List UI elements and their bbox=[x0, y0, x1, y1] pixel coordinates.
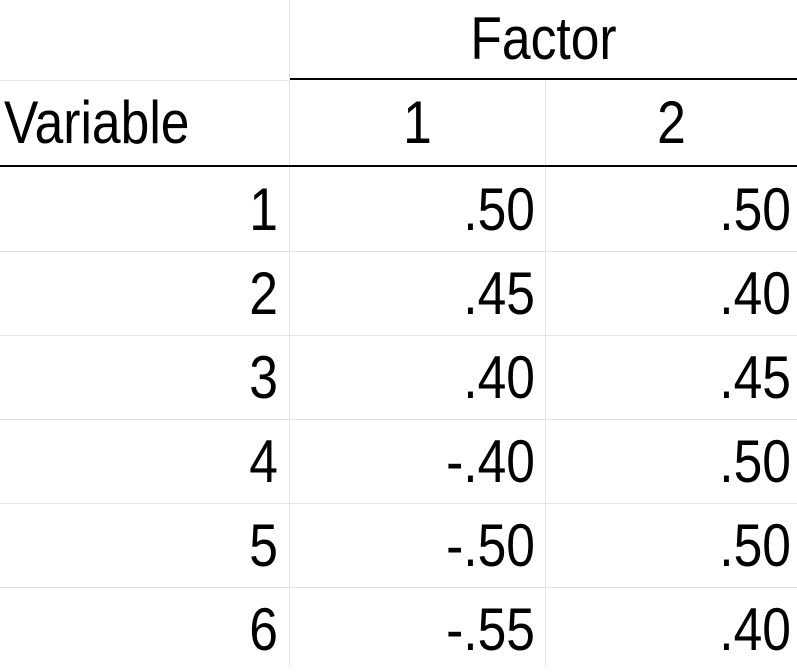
row-gridline bbox=[0, 587, 797, 588]
factor-1-loading-cell: -.50 bbox=[446, 512, 535, 579]
factor-header-rule bbox=[290, 78, 797, 80]
variable-cell: 6 bbox=[249, 596, 278, 663]
variable-cell: 2 bbox=[249, 260, 278, 327]
header-bottom-rule bbox=[0, 165, 797, 167]
variable-column-header: Variable bbox=[4, 89, 190, 156]
row-gridline bbox=[0, 335, 797, 336]
variable-cell: 4 bbox=[249, 428, 278, 495]
factor-2-loading-cell: .50 bbox=[719, 176, 791, 243]
factor-1-loading-cell: -.40 bbox=[446, 428, 535, 495]
factor-2-loading-cell: .50 bbox=[719, 428, 791, 495]
factor-2-loading-cell: .50 bbox=[719, 512, 791, 579]
factor-2-header: 2 bbox=[657, 89, 686, 156]
factor-2-loading-cell: .45 bbox=[719, 344, 791, 411]
variable-cell: 1 bbox=[249, 176, 278, 243]
factor-2-loading-cell: .40 bbox=[719, 260, 791, 327]
factor-1-loading-cell: .45 bbox=[463, 260, 535, 327]
factor-spanning-header: Factor bbox=[470, 5, 617, 72]
row-gridline bbox=[0, 251, 797, 252]
row-gridline bbox=[0, 503, 797, 504]
column-gridline bbox=[545, 80, 546, 667]
factor-2-loading-cell: .40 bbox=[719, 596, 791, 663]
factor-1-header: 1 bbox=[403, 89, 432, 156]
column-gridline bbox=[289, 0, 290, 667]
factor-1-loading-cell: .40 bbox=[463, 344, 535, 411]
row-gridline bbox=[0, 419, 797, 420]
factor-1-loading-cell: .50 bbox=[463, 176, 535, 243]
factor-1-loading-cell: -.55 bbox=[446, 596, 535, 663]
row-gridline bbox=[0, 80, 290, 81]
variable-cell: 3 bbox=[249, 344, 278, 411]
variable-cell: 5 bbox=[249, 512, 278, 579]
